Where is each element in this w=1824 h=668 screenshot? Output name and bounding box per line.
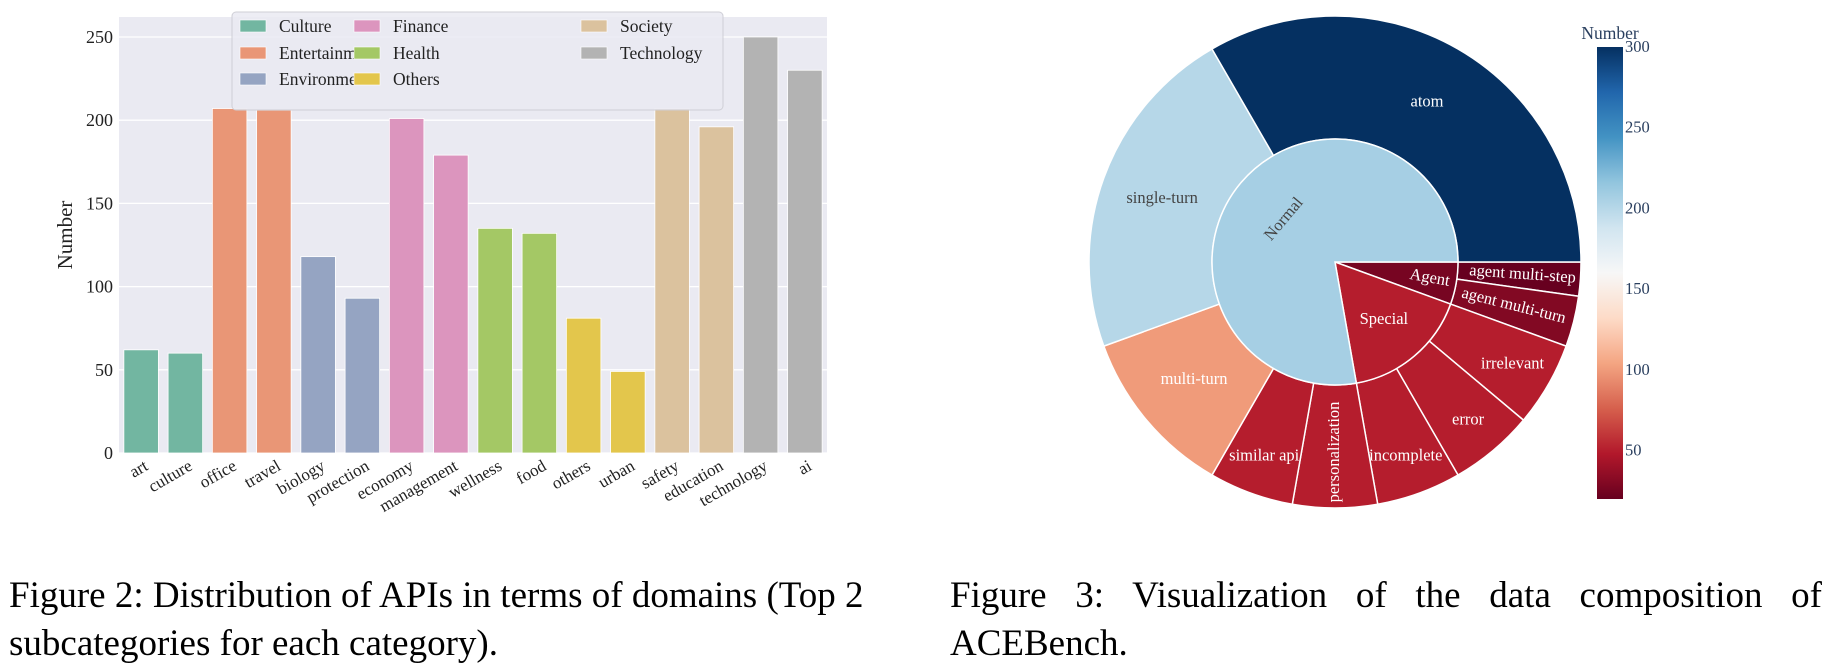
legend-swatch: [353, 19, 381, 33]
figure-3-caption: Figure 3: Visualization of the data comp…: [950, 575, 1822, 664]
legend-item-culture: Culture: [239, 16, 332, 36]
legend-label: Society: [620, 16, 673, 36]
bar-office: [211, 108, 248, 454]
bar-safety: [654, 108, 690, 454]
legend-item-health: Health: [353, 43, 440, 63]
legend-label: Culture: [279, 16, 332, 36]
bar-technology: [742, 36, 779, 454]
sector-label: atom: [1411, 91, 1444, 110]
legend-item-entertainment: Entertainment: [239, 43, 378, 63]
legend-swatch: [353, 72, 381, 86]
bar-ai: [787, 69, 823, 454]
legend-swatch: [239, 19, 267, 33]
legend-swatch: [239, 72, 267, 86]
legend-label: Finance: [393, 16, 449, 36]
bar-protection: [344, 297, 381, 454]
legend-label: Others: [393, 69, 440, 89]
bar-art: [123, 349, 159, 454]
legend-label: Environment: [279, 69, 371, 89]
bar-wellness: [477, 227, 513, 454]
bar-culture: [167, 352, 204, 454]
y-tick-label: 0: [104, 443, 113, 463]
legend-box: [231, 11, 724, 111]
sector-normal: [1211, 138, 1459, 386]
sector-label: error: [1452, 409, 1485, 428]
legend-item-society: Society: [580, 16, 673, 36]
colorbar-tick-label: 150: [1625, 279, 1650, 298]
y-tick-label: 150: [86, 193, 113, 213]
legend-item-others: Others: [353, 69, 440, 89]
legend-label: Technology: [620, 43, 703, 63]
bar-education: [698, 126, 735, 454]
legend-label: Health: [393, 43, 440, 63]
colorbar-tick-label: 50: [1625, 441, 1642, 460]
figure-2-caption: Figure 2: Distribution of APIs in terms …: [9, 575, 864, 664]
y-axis-label: Number: [53, 201, 77, 270]
sector-label: Special: [1360, 309, 1409, 328]
legend-swatch: [239, 46, 267, 60]
bar-biology: [300, 256, 336, 454]
y-tick-label: 100: [86, 277, 113, 297]
bar-economy: [388, 118, 425, 454]
bar-travel: [256, 109, 292, 454]
legend-swatch: [353, 46, 381, 60]
bar-food: [521, 232, 558, 454]
bar-management: [433, 154, 469, 454]
legend-swatch: [580, 19, 608, 33]
colorbar: [1597, 47, 1623, 499]
colorbar-tick-label: 100: [1625, 360, 1650, 379]
sector-label: irrelevant: [1481, 353, 1545, 372]
y-tick-label: 250: [86, 27, 113, 47]
y-tick-label: 50: [95, 360, 113, 380]
sector-label: multi-turn: [1161, 369, 1228, 388]
legend-swatch: [580, 46, 608, 60]
sector-special: [1334, 260, 1452, 385]
legend-item-environment: Environment: [239, 69, 371, 89]
sector-label: incomplete: [1369, 445, 1442, 464]
sector-label: personalization: [1324, 402, 1343, 503]
legend: Culture Entertainment Environment Finance He…: [231, 11, 724, 111]
bar-others: [565, 317, 602, 454]
colorbar-tick-label: 250: [1625, 118, 1650, 137]
legend-item-finance: Finance: [353, 16, 449, 36]
sector-label: single-turn: [1126, 188, 1198, 207]
colorbar-tick-label: 200: [1625, 198, 1650, 217]
bar-urban: [610, 371, 646, 454]
legend-label: Entertainment: [279, 43, 378, 63]
legend-item-technology: Technology: [580, 43, 703, 63]
colorbar-title: Number: [1581, 23, 1639, 43]
y-tick-label: 200: [86, 110, 113, 130]
sector-label: similar api: [1229, 445, 1300, 464]
colorbar-tick-label: 300: [1625, 37, 1650, 56]
